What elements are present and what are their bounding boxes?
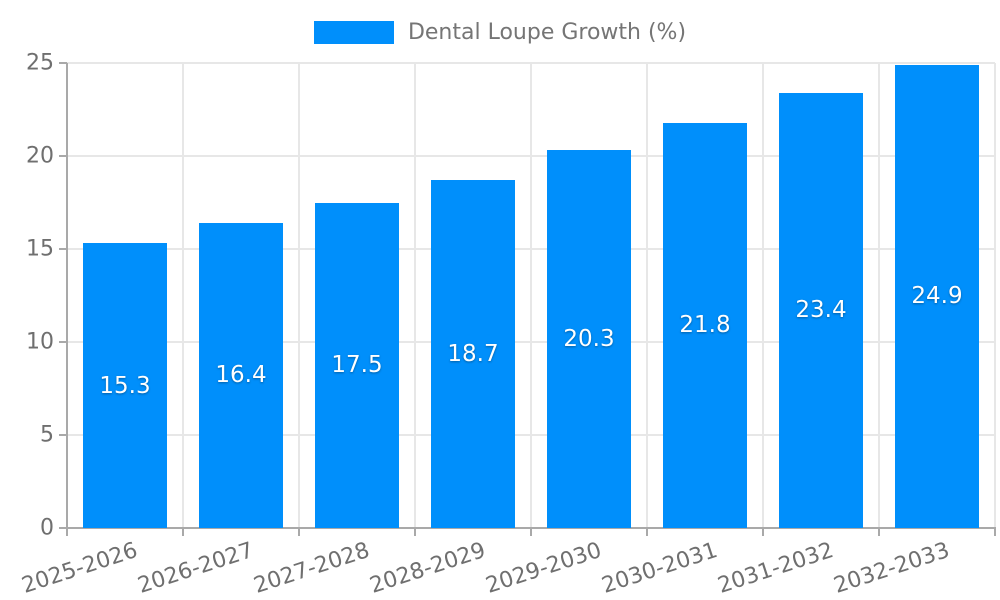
- x-tick-mark: [66, 528, 68, 536]
- y-tick-label: 5: [40, 422, 54, 448]
- x-gridline: [994, 63, 996, 528]
- x-gridline: [762, 63, 764, 528]
- x-tick-mark: [182, 528, 184, 536]
- y-tick-mark: [59, 527, 67, 529]
- x-gridline: [182, 63, 184, 528]
- bar-value-label: 23.4: [795, 297, 847, 324]
- x-gridline: [530, 63, 532, 528]
- y-tick-label: 0: [40, 515, 54, 541]
- y-tick-label: 20: [26, 143, 54, 169]
- bar-value-label: 15.3: [99, 372, 151, 399]
- bar[interactable]: [779, 92, 863, 528]
- x-tick-mark: [646, 528, 648, 536]
- y-tick-mark: [59, 341, 67, 343]
- bar[interactable]: [547, 150, 631, 528]
- x-tick-label: 2030-2031: [598, 538, 721, 599]
- x-gridline: [414, 63, 416, 528]
- y-tick-mark: [59, 62, 67, 64]
- bar-value-label: 16.4: [215, 362, 267, 389]
- x-tick-label: 2028-2029: [366, 538, 489, 599]
- x-gridline: [646, 63, 648, 528]
- legend-label: Dental Loupe Growth (%): [407, 20, 687, 45]
- x-tick-mark: [994, 528, 996, 536]
- bar[interactable]: [315, 202, 399, 528]
- bar[interactable]: [663, 122, 747, 528]
- chart-legend[interactable]: Dental Loupe Growth (%): [0, 20, 1000, 45]
- x-tick-label: 2025-2026: [18, 538, 141, 599]
- x-tick-mark: [530, 528, 532, 536]
- y-tick-label: 25: [26, 50, 54, 76]
- x-tick-mark: [414, 528, 416, 536]
- y-tick-label: 10: [26, 329, 54, 355]
- bar-value-label: 21.8: [679, 312, 731, 339]
- x-tick-mark: [298, 528, 300, 536]
- x-tick-label: 2027-2028: [250, 538, 373, 599]
- bar[interactable]: [83, 243, 167, 528]
- y-tick-mark: [59, 155, 67, 157]
- x-tick-mark: [878, 528, 880, 536]
- y-axis-line: [66, 63, 68, 528]
- bar[interactable]: [895, 64, 979, 528]
- bar-value-label: 24.9: [911, 283, 963, 310]
- legend-color-swatch: [313, 21, 394, 44]
- x-tick-label: 2029-2030: [482, 538, 605, 599]
- bar[interactable]: [431, 180, 515, 528]
- bar-value-label: 17.5: [331, 352, 383, 379]
- x-axis-line: [66, 527, 996, 529]
- x-tick-mark: [762, 528, 764, 536]
- bar[interactable]: [199, 222, 283, 528]
- x-tick-label: 2032-2033: [830, 538, 953, 599]
- x-gridline: [298, 63, 300, 528]
- x-tick-label: 2026-2027: [134, 538, 257, 599]
- y-tick-mark: [59, 434, 67, 436]
- x-gridline: [878, 63, 880, 528]
- x-tick-label: 2031-2032: [714, 538, 837, 599]
- bar-value-label: 18.7: [447, 341, 499, 368]
- y-tick-mark: [59, 248, 67, 250]
- y-tick-label: 15: [26, 236, 54, 262]
- bar-value-label: 20.3: [563, 326, 615, 353]
